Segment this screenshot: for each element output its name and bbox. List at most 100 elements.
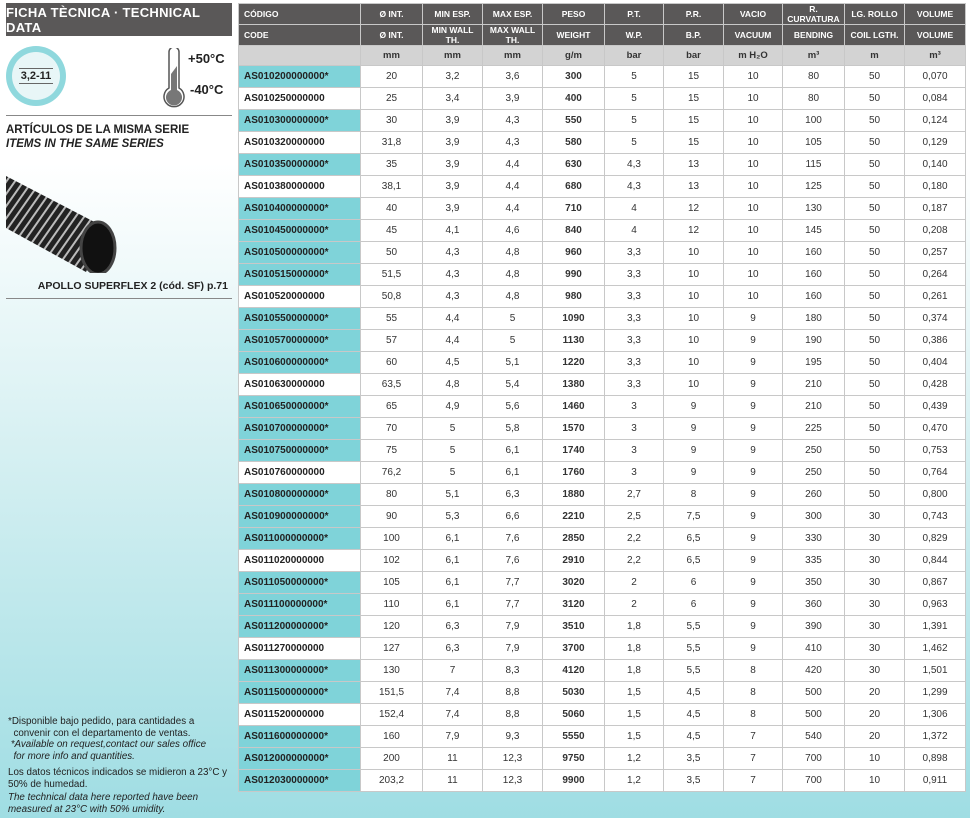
cell-7: 9 (723, 461, 783, 484)
table-row: AS010600000000* 60 4,5 5,1 1220 3,3 10 9 195 50 0,… (238, 351, 966, 374)
cell-5: 4,3 (604, 175, 664, 198)
cell-10: 1,372 (904, 725, 966, 748)
table-row: AS010550000000* 55 4,4 5 1090 3,3 10 9 180 50 0,37… (238, 307, 966, 330)
note-line: The technical data here reported have be… (8, 792, 199, 803)
cell-5: 3,3 (604, 307, 664, 330)
cell-8: 195 (782, 351, 845, 374)
cell-2: 7 (422, 659, 483, 682)
cell-9: 30 (844, 637, 905, 660)
cell-9: 50 (844, 439, 905, 462)
cell-5: 1,5 (604, 725, 664, 748)
cell-4: 1570 (542, 417, 605, 440)
min-temperature: -40°C (190, 82, 224, 97)
cell-7: 9 (723, 351, 783, 374)
cell-4: 2910 (542, 549, 605, 572)
cell-5: 1,8 (604, 659, 664, 682)
table-row: AS011500000000* 151,5 7,4 8,8 5030 1,5 4,5 8 500… (238, 681, 966, 704)
cell-8: 500 (782, 681, 845, 704)
cell-8: 700 (782, 747, 845, 770)
cell-8: 180 (782, 307, 845, 330)
cell-1: 45 (360, 219, 423, 242)
cell-8: 330 (782, 527, 845, 550)
cell-9: 20 (844, 703, 905, 726)
note-line: for more info and quantities. (8, 750, 135, 762)
cell-3: 8,3 (482, 659, 543, 682)
cell-2: 6,1 (422, 571, 483, 594)
cell-6: 4,5 (663, 681, 724, 704)
cell-7: 9 (723, 439, 783, 462)
table-row: AS010750000000* 75 5 6,1 1740 3 9 9 250 50 0,753 (238, 439, 966, 462)
thickness-range: 3,2-11 (18, 68, 54, 84)
cell-2: 11 (422, 747, 483, 770)
cell-1: 76,2 (360, 461, 423, 484)
cell-9: 50 (844, 373, 905, 396)
column-header: Ø INT. (360, 24, 423, 46)
table-row: AS010380000000 38,1 3,9 4,4 680 4,3 13 10 125 50 0… (238, 175, 966, 198)
cell-6: 9 (663, 395, 724, 418)
column-header: mm (422, 45, 483, 66)
cell-3: 6,1 (482, 439, 543, 462)
cell-3: 5,6 (482, 395, 543, 418)
cell-9: 30 (844, 593, 905, 616)
header-row-en: CODE Ø INT. MIN WALL TH. MAX WALL TH. WEIGHT… (238, 24, 966, 46)
cell-6: 13 (663, 153, 724, 176)
cell-2: 4,8 (422, 373, 483, 396)
product-code: AS010900000000* (238, 505, 361, 528)
cell-10: 0,428 (904, 373, 966, 396)
cell-10: 0,124 (904, 109, 966, 132)
column-header: MIN WALL TH. (422, 24, 483, 46)
cell-10: 1,501 (904, 659, 966, 682)
cell-1: 31,8 (360, 131, 423, 154)
cell-9: 20 (844, 725, 905, 748)
column-header: MAX WALL TH. (482, 24, 543, 46)
cell-10: 0,753 (904, 439, 966, 462)
column-header: MIN ESP. (422, 3, 483, 25)
cell-5: 1,5 (604, 703, 664, 726)
cell-2: 4,3 (422, 241, 483, 264)
product-code: AS010380000000 (238, 175, 361, 198)
cell-2: 5,1 (422, 483, 483, 506)
product-code: AS011270000000 (238, 637, 361, 660)
column-header: B.P. (663, 24, 724, 46)
cell-6: 12 (663, 197, 724, 220)
column-header: g/m (542, 45, 605, 66)
column-header: COIL LGTH. (844, 24, 905, 46)
cell-6: 3,5 (663, 747, 724, 770)
cell-3: 7,9 (482, 615, 543, 638)
column-header: MAX ESP. (482, 3, 543, 25)
cell-7: 9 (723, 483, 783, 506)
cell-9: 50 (844, 417, 905, 440)
table-row: AS010760000000 76,2 5 6,1 1760 3 9 9 250 50 0,764 (238, 461, 966, 484)
cell-10: 1,462 (904, 637, 966, 660)
cell-4: 1220 (542, 351, 605, 374)
cell-7: 9 (723, 395, 783, 418)
cell-8: 250 (782, 439, 845, 462)
cell-2: 7,9 (422, 725, 483, 748)
cell-5: 5 (604, 65, 664, 88)
cell-2: 6,1 (422, 549, 483, 572)
cell-4: 5060 (542, 703, 605, 726)
cell-10: 0,261 (904, 285, 966, 308)
cell-5: 1,8 (604, 615, 664, 638)
table-row: AS012000000000* 200 11 12,3 9750 1,2 3,5 7 700 10… (238, 747, 966, 770)
cell-2: 6,3 (422, 615, 483, 638)
divider (6, 115, 232, 116)
cell-6: 4,5 (663, 725, 724, 748)
note-line: Los datos técnicos indicados se midieron… (8, 767, 228, 778)
cell-6: 10 (663, 351, 724, 374)
cell-5: 2 (604, 593, 664, 616)
cell-6: 6 (663, 571, 724, 594)
cell-2: 4,5 (422, 351, 483, 374)
cell-8: 125 (782, 175, 845, 198)
cell-8: 160 (782, 241, 845, 264)
cell-9: 50 (844, 219, 905, 242)
product-code: AS011200000000* (238, 615, 361, 638)
cell-7: 10 (723, 65, 783, 88)
product-code: AS010500000000* (238, 241, 361, 264)
cell-6: 9 (663, 417, 724, 440)
cell-4: 1090 (542, 307, 605, 330)
product-code: AS011600000000* (238, 725, 361, 748)
product-code: AS011000000000* (238, 527, 361, 550)
column-header: BENDING (782, 24, 845, 46)
sheet-title: FICHA TÈCNICA · TECHNICAL DATA (6, 3, 232, 36)
